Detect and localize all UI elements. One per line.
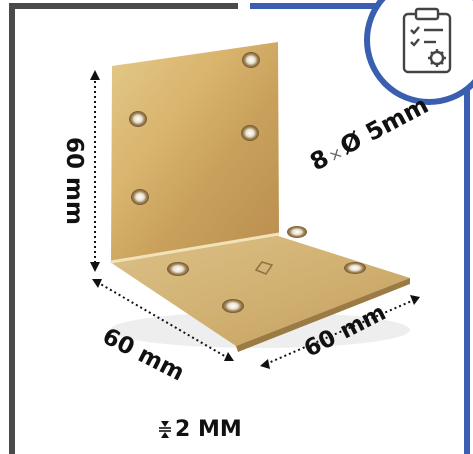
width-left-dimension-line <box>96 281 229 359</box>
hole <box>287 226 307 238</box>
arrow-head <box>260 359 270 369</box>
hole <box>129 111 147 127</box>
checklist-gear-icon <box>402 7 452 74</box>
hole <box>167 262 189 276</box>
thickness-value: 2 MM <box>175 417 242 442</box>
width-right-dimension-line <box>265 299 415 365</box>
dimension-lines <box>94 76 415 365</box>
hole <box>241 125 259 141</box>
embossed-logo <box>254 261 274 275</box>
hole <box>131 189 149 205</box>
bracket-vertical-plate <box>111 42 279 262</box>
badge-circle <box>364 0 473 105</box>
bracket-bend <box>110 232 280 264</box>
arrow-head <box>92 279 102 288</box>
bracket-horizontal-plate <box>110 235 410 346</box>
height-label: 60 mm <box>60 137 87 225</box>
hole <box>344 262 366 274</box>
hole <box>242 52 260 68</box>
arrow-head <box>90 70 100 80</box>
arrow-head <box>410 295 420 305</box>
thickness-label: 2 MM <box>158 417 242 442</box>
thickness-icon <box>159 421 171 438</box>
bracket-edge <box>236 278 410 352</box>
frame-left <box>9 3 238 454</box>
arrow-head <box>90 262 100 272</box>
arrow-head <box>224 352 234 361</box>
hole <box>222 299 244 313</box>
badge <box>364 0 473 105</box>
angle-bracket <box>110 42 410 352</box>
